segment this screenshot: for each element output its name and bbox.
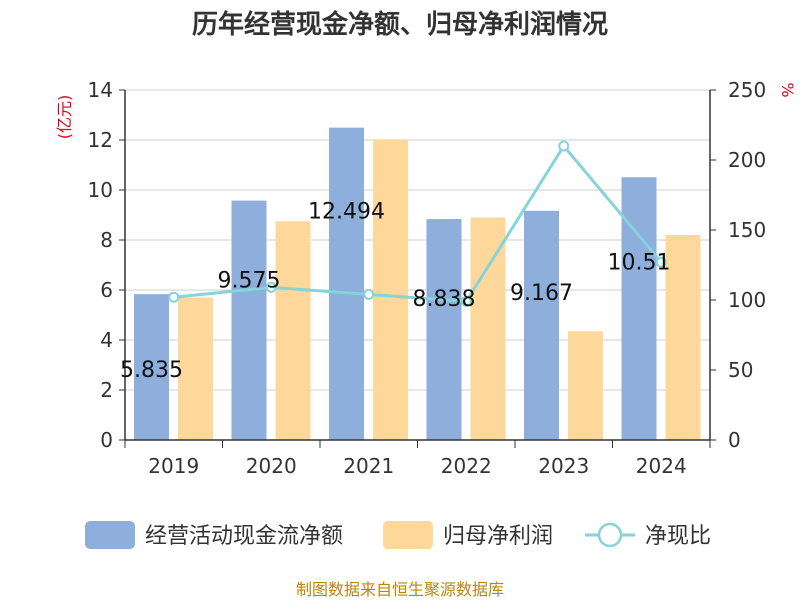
right-tick-label: 250 xyxy=(728,78,766,102)
left-tick-label: 2 xyxy=(100,378,113,402)
right-tick-label: 50 xyxy=(728,358,753,382)
ratio-point xyxy=(655,256,667,268)
left-tick-label: 6 xyxy=(100,278,113,302)
ratio-line xyxy=(168,140,667,307)
right-tick-label: 100 xyxy=(728,288,766,312)
x-tick-label: 2023 xyxy=(538,454,589,478)
right-tick-label: 150 xyxy=(728,218,766,242)
bar-operating-cash-flow xyxy=(231,200,267,440)
cash-flow-data-label: 9.575 xyxy=(218,269,281,294)
bar-net-profit xyxy=(665,235,701,440)
x-tick-label: 2019 xyxy=(148,454,199,478)
bar-net-profit xyxy=(275,221,311,440)
bars xyxy=(134,127,701,441)
legend-swatch-bar xyxy=(85,521,135,549)
cash-flow-data-label: 10.51 xyxy=(608,250,671,275)
data-labels: 5.835 9.575 12.494 8.838 9.167 10.51 xyxy=(120,200,670,383)
bar-net-profit xyxy=(470,217,506,440)
ratio-point xyxy=(363,288,375,300)
x-tick-label: 2024 xyxy=(636,454,687,478)
bar-operating-cash-flow xyxy=(134,294,169,440)
ratio-point xyxy=(265,281,277,293)
axes: 0 2 4 6 8 10 12 14 0 50 100 150 200 250 2019 2020 2021 20… xyxy=(88,78,767,478)
legend-swatch-point xyxy=(597,522,623,548)
legend-swatch-bar xyxy=(383,521,433,549)
left-tick-label: 0 xyxy=(100,428,113,452)
left-tick-label: 14 xyxy=(88,78,113,102)
x-tick-label: 2021 xyxy=(343,454,394,478)
legend: 经营活动现金流净额 归母净利润 净现比 xyxy=(85,521,711,549)
left-tick-label: 8 xyxy=(100,228,113,252)
bar-operating-cash-flow xyxy=(329,127,364,441)
left-tick-label: 4 xyxy=(100,328,113,352)
legend-label: 经营活动现金流净额 xyxy=(145,524,343,549)
chart-title: 历年经营现金净额、归母净利润情况 xyxy=(192,9,608,40)
left-tick-label: 10 xyxy=(88,178,113,202)
ratio-point xyxy=(168,291,180,303)
source-note: 制图数据来自恒生聚源数据库 xyxy=(296,580,504,599)
cash-flow-data-label: 9.167 xyxy=(510,281,573,306)
legend-label: 归母净利润 xyxy=(443,524,553,549)
right-tick-label: 0 xyxy=(728,428,741,452)
x-tick-label: 2020 xyxy=(246,454,297,478)
bar-operating-cash-flow xyxy=(524,210,559,440)
right-axis-unit: % xyxy=(778,82,797,97)
cash-flow-data-label: 5.835 xyxy=(120,358,183,383)
ratio-point xyxy=(558,140,570,152)
bar-net-profit xyxy=(178,297,213,440)
cash-flow-data-label: 8.838 xyxy=(413,287,476,312)
legend-label: 净现比 xyxy=(645,524,711,549)
x-tick-label: 2022 xyxy=(441,454,492,478)
bar-operating-cash-flow xyxy=(426,219,462,440)
cash-flow-data-label: 12.494 xyxy=(308,200,385,225)
bar-net-profit xyxy=(568,331,603,440)
gridlines xyxy=(125,89,710,391)
right-tick-label: 200 xyxy=(728,148,766,172)
ratio-point xyxy=(460,295,472,307)
ratio-series-line xyxy=(173,143,663,303)
bar-operating-cash-flow xyxy=(621,177,657,440)
left-axis-unit: (亿元) xyxy=(55,95,74,140)
left-tick-label: 12 xyxy=(88,128,113,152)
bar-net-profit xyxy=(373,140,408,440)
